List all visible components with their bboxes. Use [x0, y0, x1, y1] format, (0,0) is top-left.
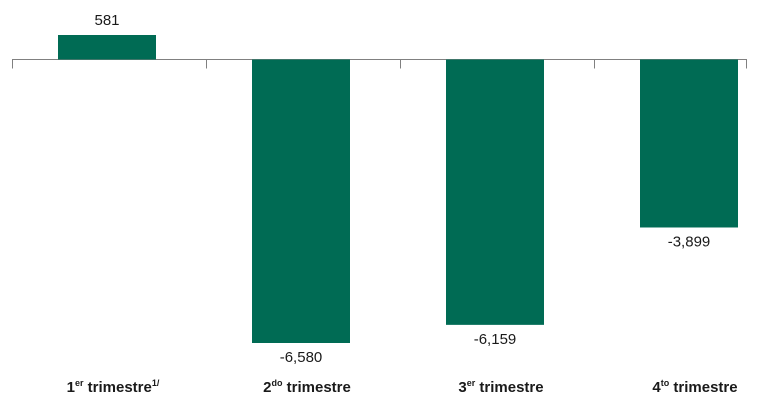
category-label: 3er trimestre [458, 378, 543, 396]
bar [252, 59, 350, 343]
category-label: 1er trimestre1/ [67, 378, 160, 396]
bar [58, 35, 156, 60]
category-label: 4to trimestre [652, 378, 737, 396]
bar-value-label: -6,159 [474, 331, 517, 348]
axis-layer [12, 59, 747, 69]
bar-value-label: -3,899 [668, 233, 711, 250]
bar [446, 59, 544, 325]
bar-value-label: -6,580 [280, 349, 323, 366]
bar-value-label: 581 [94, 12, 119, 29]
category-labels: 1er trimestre1/2do trimestre 3er trimestr… [67, 378, 738, 396]
value-labels: 581 -6,580 -6,159 -3,899 [94, 12, 710, 366]
bar [640, 59, 738, 228]
bars-layer [58, 35, 738, 343]
category-label: 2do trimestre [263, 378, 351, 396]
